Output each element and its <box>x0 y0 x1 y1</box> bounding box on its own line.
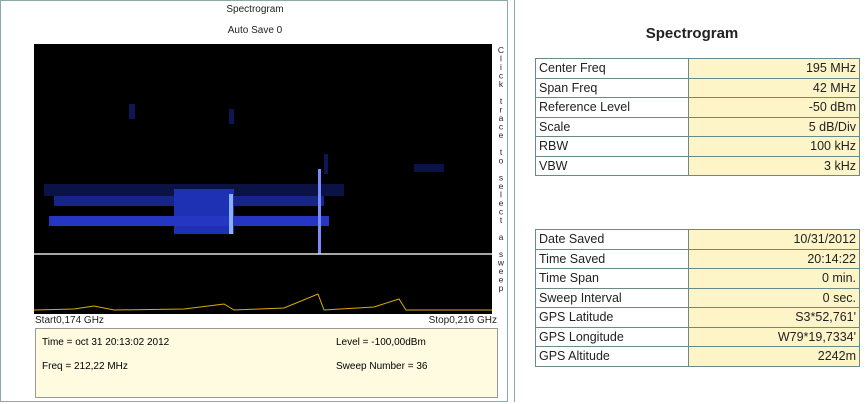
row-value: 0 min. <box>689 269 860 289</box>
stop-frequency: Stop0,216 GHz <box>429 315 497 326</box>
row-value: 3 kHz <box>689 156 860 176</box>
row-value: 10/31/2012 <box>689 230 860 250</box>
row-label: Sweep Interval <box>536 288 689 308</box>
row-label: VBW <box>536 156 689 176</box>
level-info: Level = -100,00dBm <box>336 337 426 348</box>
spectrogram-panel: Spectrogram Auto Save 0 Click trace to s… <box>0 0 508 402</box>
panel-title: Spectrogram <box>1 4 509 15</box>
row-label: RBW <box>536 137 689 157</box>
click-hint: Click trace to select a sweep <box>496 45 506 307</box>
page: Spectrogram Auto Save 0 Click trace to s… <box>0 0 868 404</box>
row-label: Date Saved <box>536 230 689 250</box>
row-label: GPS Altitude <box>536 347 689 367</box>
row-label: Time Span <box>536 269 689 289</box>
panel-subtitle: Auto Save 0 <box>1 25 509 36</box>
row-label: GPS Longitude <box>536 327 689 347</box>
table-row: Reference Level-50 dBm <box>536 98 860 118</box>
time-info: Time = oct 31 20:13:02 2012 <box>42 337 169 348</box>
row-label: Scale <box>536 117 689 137</box>
row-label: Reference Level <box>536 98 689 118</box>
freq-info: Freq = 212,22 MHz <box>42 361 128 372</box>
row-label: Center Freq <box>536 59 689 79</box>
row-value: 195 MHz <box>689 59 860 79</box>
info-box: Time = oct 31 20:13:02 2012 Level = -100… <box>35 328 498 398</box>
row-value: W79*19,7334' <box>689 327 860 347</box>
row-value: 42 MHz <box>689 78 860 98</box>
row-value: 100 kHz <box>689 137 860 157</box>
row-value: -50 dBm <box>689 98 860 118</box>
row-value: S3*52,761' <box>689 308 860 328</box>
row-label: GPS Latitude <box>536 308 689 328</box>
row-value: 2242m <box>689 347 860 367</box>
row-label: Time Saved <box>536 249 689 269</box>
row-value: 0 sec. <box>689 288 860 308</box>
row-label: Span Freq <box>536 78 689 98</box>
row-value: 5 dB/Div <box>689 117 860 137</box>
panel-title: Spectrogram <box>515 25 868 42</box>
start-frequency: Start0,174 GHz <box>35 315 104 326</box>
sweep-info: Sweep Number = 36 <box>336 361 427 372</box>
spectrogram-view[interactable] <box>34 44 492 314</box>
row-value: 20:14:22 <box>689 249 860 269</box>
